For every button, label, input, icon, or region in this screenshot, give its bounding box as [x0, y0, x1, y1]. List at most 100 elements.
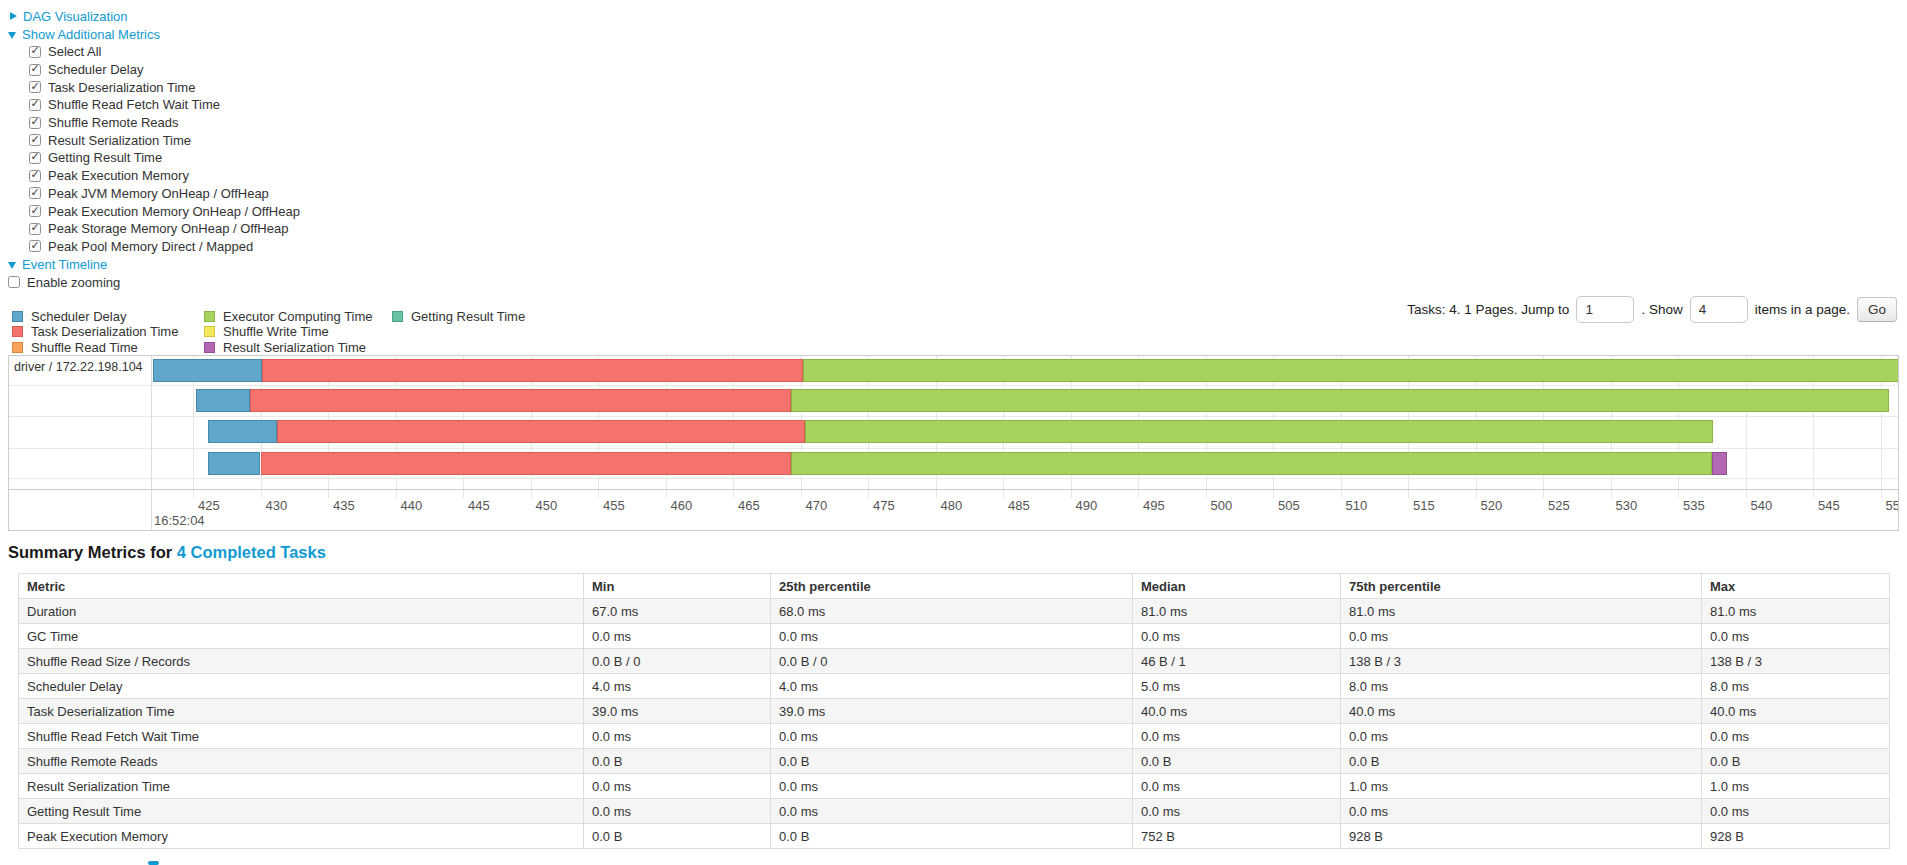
checkbox-label: Task Deserialization Time — [48, 80, 195, 95]
timeline-task-bar-executor_computing[interactable] — [805, 420, 1714, 443]
metric-value-cell: 0.0 ms — [771, 799, 1133, 824]
checkbox-icon[interactable] — [29, 64, 41, 76]
go-button[interactable]: Go — [1857, 297, 1897, 322]
axis-tick-label: 500 — [1211, 498, 1233, 513]
axis-tick-label: 480 — [941, 498, 963, 513]
metric-checkbox-row[interactable]: Peak Storage Memory OnHeap / OffHeap — [29, 220, 300, 238]
column-header: 75th percentile — [1341, 574, 1702, 599]
metric-value-cell: 39.0 ms — [584, 699, 771, 724]
legend-swatch-task_deserialization — [12, 326, 23, 337]
axis-tick-label: 460 — [671, 498, 693, 513]
checkbox-label: Shuffle Read Fetch Wait Time — [48, 97, 220, 112]
dag-visualization-toggle[interactable]: DAG Visualization — [8, 7, 300, 25]
metric-name-cell: Result Serialization Time — [19, 774, 584, 799]
axis-tick-label: 430 — [266, 498, 288, 513]
enable-zooming-checkbox[interactable] — [8, 276, 20, 288]
timeline-task-bar-result_serialization[interactable] — [1712, 452, 1727, 475]
legend-item: Scheduler Delay — [12, 309, 204, 324]
metric-checkbox-row[interactable]: Peak Execution Memory — [29, 167, 300, 185]
expanded-arrow-icon — [8, 262, 16, 269]
column-header: Max — [1702, 574, 1890, 599]
timeline-task-bar-task_deserialization[interactable] — [261, 452, 792, 475]
timeline-task-bar-executor_computing[interactable] — [791, 452, 1712, 475]
metric-value-cell: 40.0 ms — [1702, 699, 1890, 724]
metric-checkbox-row[interactable]: Peak JVM Memory OnHeap / OffHeap — [29, 185, 300, 203]
checkbox-icon[interactable] — [29, 81, 41, 93]
timeline-task-bar-scheduler_delay[interactable] — [196, 389, 250, 412]
lane-separator — [9, 416, 1898, 417]
checkbox-label: Peak JVM Memory OnHeap / OffHeap — [48, 186, 269, 201]
jump-to-page-input[interactable] — [1576, 296, 1634, 323]
timeline-task-bar-task_deserialization[interactable] — [262, 359, 803, 382]
metric-checkbox-row[interactable]: Shuffle Read Fetch Wait Time — [29, 96, 300, 114]
event-timeline-toggle[interactable]: Event Timeline — [8, 255, 300, 273]
metric-value-cell: 0.0 B / 0 — [584, 649, 771, 674]
checkbox-icon[interactable] — [29, 170, 41, 182]
show-additional-metrics-toggle[interactable]: Show Additional Metrics — [8, 25, 300, 43]
axis-tick-label: 485 — [1008, 498, 1030, 513]
checkbox-icon[interactable] — [29, 240, 41, 252]
metric-value-cell: 81.0 ms — [1133, 599, 1341, 624]
checkbox-label: Peak Execution Memory — [48, 168, 189, 183]
dag-visualization-link[interactable]: DAG Visualization — [23, 9, 128, 24]
metric-value-cell: 0.0 B — [1341, 749, 1702, 774]
metric-name-cell: Shuffle Read Size / Records — [19, 649, 584, 674]
checkbox-label: Select All — [48, 44, 101, 59]
metric-checkbox-row[interactable]: Select All — [29, 43, 300, 61]
checkbox-icon[interactable] — [29, 152, 41, 164]
legend-label: Result Serialization Time — [223, 340, 366, 355]
checkbox-icon[interactable] — [29, 46, 41, 58]
checkbox-icon[interactable] — [29, 187, 41, 199]
metric-checkbox-row[interactable]: Result Serialization Time — [29, 131, 300, 149]
metric-checkbox-row[interactable]: Getting Result Time — [29, 149, 300, 167]
checkbox-icon[interactable] — [29, 99, 41, 111]
metric-checkbox-row[interactable]: Peak Execution Memory OnHeap / OffHeap — [29, 202, 300, 220]
metric-value-cell: 0.0 B / 0 — [771, 649, 1133, 674]
timeline-task-bar-scheduler_delay[interactable] — [208, 420, 277, 443]
timeline-task-bar-executor_computing[interactable] — [803, 359, 1899, 382]
checkbox-icon[interactable] — [29, 205, 41, 217]
enable-zooming-control[interactable]: Enable zooming — [8, 273, 300, 291]
checkbox-label: Shuffle Remote Reads — [48, 115, 179, 130]
summary-heading: Summary Metrics for 4 Completed Tasks — [8, 543, 326, 562]
page-size-input[interactable] — [1690, 296, 1748, 323]
metric-value-cell: 0.0 ms — [1133, 799, 1341, 824]
metric-checkbox-row[interactable]: Scheduler Delay — [29, 61, 300, 79]
timeline-task-bar-task_deserialization[interactable] — [250, 389, 791, 412]
legend-label: Shuffle Write Time — [223, 324, 329, 339]
executor-group-label: driver / 172.22.198.104 — [14, 360, 143, 374]
table-row: Shuffle Read Fetch Wait Time0.0 ms0.0 ms… — [19, 724, 1890, 749]
metric-checkbox-row[interactable]: Task Deserialization Time — [29, 78, 300, 96]
lane-separator — [9, 478, 1898, 479]
axis-line — [9, 489, 1898, 490]
table-row: Result Serialization Time0.0 ms0.0 ms0.0… — [19, 774, 1890, 799]
partial-bottom-element — [148, 861, 159, 865]
axis-tick-label: 525 — [1548, 498, 1570, 513]
checkbox-label: Peak Pool Memory Direct / Mapped — [48, 239, 253, 254]
axis-tick-label: 515 — [1413, 498, 1435, 513]
event-timeline-link[interactable]: Event Timeline — [22, 257, 107, 272]
checkbox-icon[interactable] — [29, 117, 41, 129]
checkbox-icon[interactable] — [29, 223, 41, 235]
timeline-task-bar-task_deserialization[interactable] — [277, 420, 805, 443]
pagination-mid-text: . Show — [1641, 302, 1682, 317]
metric-name-cell: GC Time — [19, 624, 584, 649]
metric-name-cell: Duration — [19, 599, 584, 624]
timeline-task-bar-scheduler_delay[interactable] — [153, 359, 262, 382]
metric-value-cell: 1.0 ms — [1702, 774, 1890, 799]
metric-value-cell: 46 B / 1 — [1133, 649, 1341, 674]
legend-item: Shuffle Read Time — [12, 340, 204, 355]
timeline-task-bar-executor_computing[interactable] — [791, 389, 1889, 412]
metric-value-cell: 5.0 ms — [1133, 674, 1341, 699]
timeline-task-bar-scheduler_delay[interactable] — [208, 452, 261, 475]
metric-value-cell: 0.0 B — [584, 824, 771, 849]
checkbox-icon[interactable] — [29, 134, 41, 146]
enable-zooming-label: Enable zooming — [27, 275, 120, 290]
legend-label: Task Deserialization Time — [31, 324, 178, 339]
metric-checkbox-row[interactable]: Peak Pool Memory Direct / Mapped — [29, 238, 300, 256]
show-additional-metrics-link[interactable]: Show Additional Metrics — [22, 27, 160, 42]
column-header: Median — [1133, 574, 1341, 599]
metric-value-cell: 0.0 ms — [1702, 799, 1890, 824]
completed-tasks-link[interactable]: 4 Completed Tasks — [177, 543, 326, 561]
metric-checkbox-row[interactable]: Shuffle Remote Reads — [29, 114, 300, 132]
